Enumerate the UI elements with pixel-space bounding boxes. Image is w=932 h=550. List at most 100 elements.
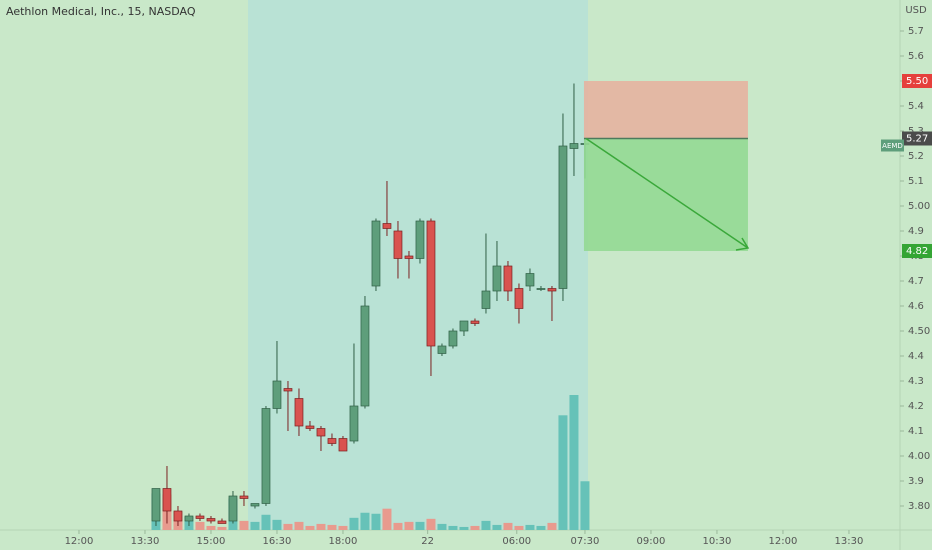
candle-body <box>459 320 469 332</box>
y-tick-label: 4.3 <box>908 376 924 387</box>
y-tick-label: 5.4 <box>908 101 924 112</box>
volume-bar <box>404 521 414 530</box>
volume-bar <box>415 521 425 530</box>
candle-body <box>283 388 293 392</box>
volume-bar <box>525 524 535 530</box>
volume-bar <box>217 526 227 530</box>
y-tick-label: 4.9 <box>908 226 924 237</box>
candle-body <box>371 220 381 287</box>
x-tick-label: 06:00 <box>502 536 531 547</box>
candle-body <box>393 230 403 259</box>
candle-body <box>305 425 315 429</box>
volume-bar <box>459 526 469 530</box>
x-tick-label: 18:00 <box>329 536 358 547</box>
arrow-head <box>735 237 750 251</box>
volume-bar <box>569 395 579 530</box>
session-band <box>248 0 588 530</box>
volume-bar <box>503 522 513 530</box>
volume-bar <box>338 525 348 530</box>
volume-bar <box>349 517 359 530</box>
candle-body <box>448 330 458 347</box>
stop-zone <box>583 81 748 139</box>
x-tick-label: 12:00 <box>65 536 94 547</box>
stop-box <box>902 74 932 88</box>
volume-bar <box>426 518 436 530</box>
volume-bar <box>239 520 249 530</box>
volume-bar <box>536 525 546 530</box>
candle-body <box>184 515 194 522</box>
y-tick-label: 5.1 <box>908 176 924 187</box>
target-zone <box>583 138 748 251</box>
volume-bar <box>305 525 315 530</box>
symbol-box <box>881 139 904 152</box>
candle-body <box>404 255 414 259</box>
volume-bar <box>294 521 304 530</box>
y-tick-label: 5.2 <box>908 151 924 162</box>
x-tick-label: 07:30 <box>571 536 600 547</box>
volume-bar <box>448 525 458 530</box>
y-tick-label: 4.6 <box>908 301 924 312</box>
y-tick-label: 4.50 <box>908 326 930 337</box>
candle-body <box>360 305 370 407</box>
candle-body <box>470 320 480 324</box>
x-tick-label: 22 <box>421 536 434 547</box>
y-tick-label: 3.9 <box>908 476 924 487</box>
y-tick-label: 4.4 <box>908 351 924 362</box>
volume-bar <box>250 521 260 530</box>
candle-body <box>481 290 491 309</box>
y-tick-label: 4.1 <box>908 426 924 437</box>
volume-bar <box>272 519 282 530</box>
candle-body <box>195 515 205 519</box>
candle-body <box>250 503 260 507</box>
candle-body <box>261 408 271 504</box>
volume-bar <box>492 524 502 530</box>
candle-body <box>437 345 447 354</box>
chart-title: Aethlon Medical, Inc., 15, NASDAQ <box>6 5 196 18</box>
volume-bar <box>360 512 370 530</box>
candle-body <box>151 488 161 522</box>
candle-body <box>492 265 502 292</box>
volume-bar <box>437 523 447 530</box>
volume-bar <box>195 521 205 530</box>
volume-bar <box>371 513 381 530</box>
candle-body <box>272 380 282 409</box>
volume-bar <box>283 523 293 530</box>
candle-body <box>239 495 249 499</box>
volume-bar <box>558 415 568 530</box>
y-tick-label: 5.6 <box>908 51 924 62</box>
y-tick-label: 4.2 <box>908 401 924 412</box>
candle-body <box>316 428 326 437</box>
candle-body <box>569 143 579 149</box>
candle-body <box>558 145 568 289</box>
x-tick-label: 09:00 <box>637 536 666 547</box>
candle-body <box>536 288 546 290</box>
candle-body <box>162 488 172 512</box>
candle-body <box>514 288 524 309</box>
target-label: 4.82 <box>906 246 928 257</box>
x-tick-label: 10:30 <box>703 536 732 547</box>
volume-bar <box>261 514 271 530</box>
trend-arrow <box>585 137 749 249</box>
candle-body <box>228 495 238 522</box>
y-tick-label: 3.80 <box>908 501 930 512</box>
candle-body <box>327 438 337 444</box>
candle-body <box>173 510 183 522</box>
volume-bar <box>206 525 216 530</box>
volume-bar <box>514 525 524 530</box>
volume-bar <box>547 522 557 530</box>
candle-body <box>294 398 304 427</box>
x-tick-label: 13:30 <box>835 536 864 547</box>
candle-body <box>338 438 348 452</box>
candle-body <box>217 520 227 524</box>
volume-bar <box>316 523 326 530</box>
volume-bar <box>470 525 480 530</box>
y-tick-label: 4.7 <box>908 276 924 287</box>
stop-label: 5.50 <box>906 76 928 87</box>
entry-label: 5.27 <box>906 134 928 145</box>
candle-body <box>415 220 425 259</box>
candle-body <box>426 220 436 347</box>
target-box <box>902 244 932 258</box>
y-tick-label: 5.00 <box>908 201 930 212</box>
y-tick-label: 5.7 <box>908 26 924 37</box>
